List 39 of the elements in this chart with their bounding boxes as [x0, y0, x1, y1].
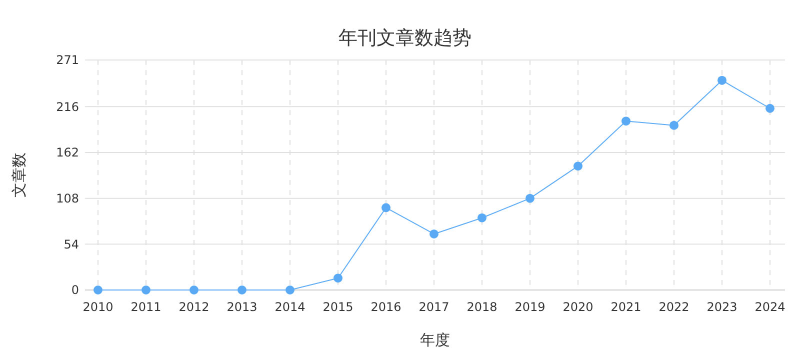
y-axis-title: 文章数 [10, 152, 28, 198]
x-tick-label: 2020 [562, 300, 594, 314]
x-tick-label: 2014 [274, 300, 306, 314]
x-tick-label: 2016 [370, 300, 402, 314]
point [622, 116, 630, 126]
x-tick-label: 2015 [322, 300, 354, 314]
point [766, 104, 774, 113]
point [334, 274, 342, 283]
x-tick-label: 2012 [178, 300, 210, 314]
x-tick-label: 2013 [226, 300, 258, 314]
point [190, 286, 198, 294]
y-tick-label: 271 [56, 53, 79, 68]
point [574, 162, 582, 171]
x-tick-label: 2023 [706, 300, 738, 314]
y-tick-label: 108 [56, 192, 79, 206]
point [526, 194, 534, 203]
point [718, 76, 726, 85]
x-tick-label: 2022 [658, 300, 690, 314]
point [430, 229, 438, 238]
x-tick-label: 2018 [466, 300, 498, 314]
point [94, 286, 102, 294]
y-tick-label: 216 [56, 100, 79, 114]
point [142, 286, 150, 294]
x-tick-label: 2019 [514, 300, 546, 314]
point [382, 203, 390, 212]
point [238, 286, 246, 294]
y-tick-label: 162 [56, 146, 79, 160]
point [286, 286, 294, 294]
x-tick-label: 2017 [418, 300, 450, 314]
point [478, 213, 486, 222]
y-tick-label: 54 [64, 237, 79, 252]
x-tick-label: 2010 [82, 300, 114, 314]
point [670, 120, 678, 130]
x-tick-label: 2024 [754, 300, 786, 314]
x-tick-label: 2011 [130, 300, 162, 314]
y-tick-label: 0 [71, 283, 79, 298]
x-axis-title: 年度 [420, 331, 450, 349]
x-tick-label: 2021 [610, 300, 642, 314]
chart-title: 年刊文章数趋势 [338, 27, 472, 49]
